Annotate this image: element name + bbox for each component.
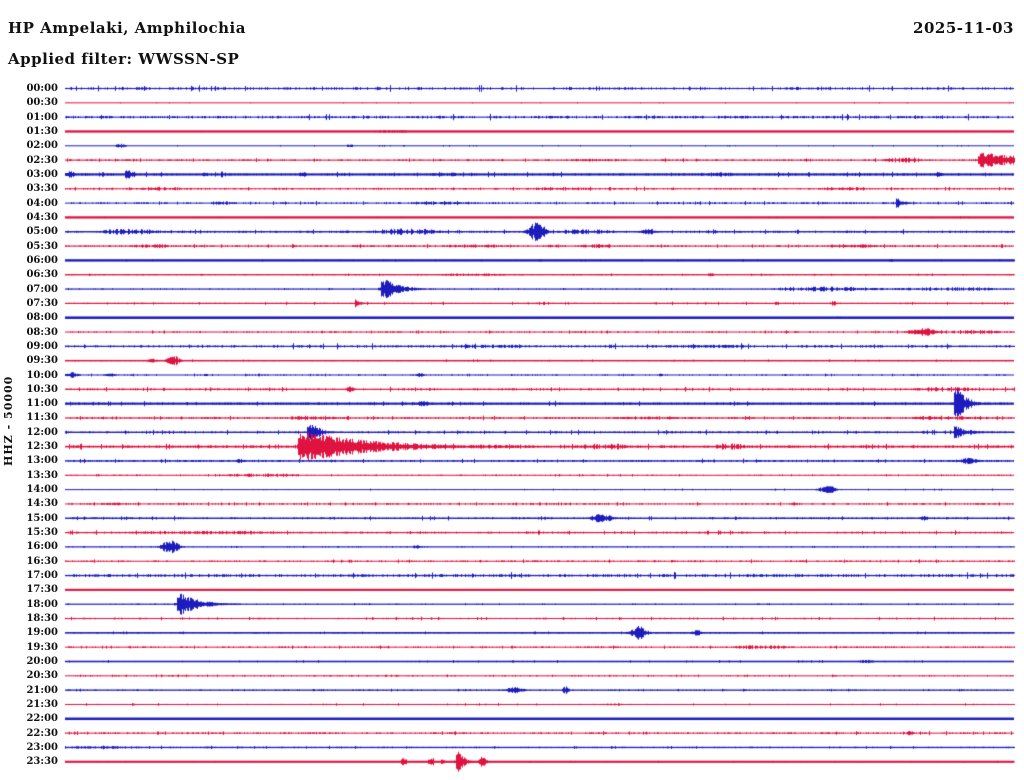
helicorder-traces-canvas: [0, 0, 1024, 780]
helicorder-page: HP Ampelaki, Amphilochia Applied filter:…: [0, 0, 1024, 780]
